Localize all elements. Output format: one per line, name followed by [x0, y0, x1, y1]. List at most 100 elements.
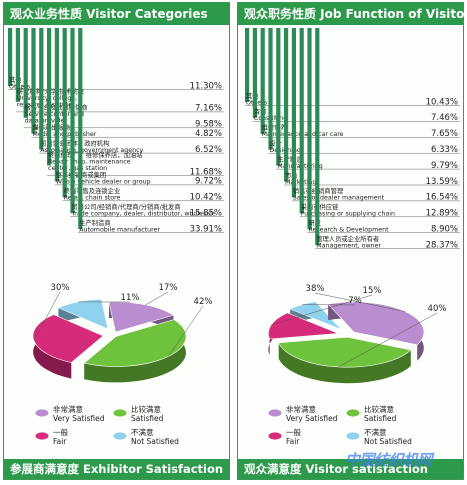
categories-bar-9	[70, 28, 75, 214]
exhibitor-pie-legend-en-2: Satisfied	[131, 414, 164, 423]
categories-label-6-2: Repair shop, maintenance	[48, 159, 131, 166]
job-bar-1	[245, 28, 250, 102]
job-label-10-1: 管理人员或企业所有者	[316, 234, 379, 243]
job-bar-8	[299, 28, 304, 214]
job-value-10: 28.37%	[426, 240, 458, 250]
job-label-10-2: Management, owner	[316, 242, 381, 249]
visitor-pie-legend-cn-2: 比较满意	[364, 404, 394, 414]
exhibitor-pie-legend-cn-4: 不满意	[131, 427, 154, 437]
categories-label-9-1: 贸易公司/经销商/代理商/分销商/批发商	[71, 202, 180, 211]
job-bar-2	[252, 28, 257, 118]
categories-label-4-1: 媒体及出版商	[32, 123, 70, 132]
visitor-pie-leader-1	[314, 292, 405, 312]
exhibitor-pie-legend-swatch-2	[113, 409, 127, 417]
visitor-pie-pct-4: 7%	[348, 296, 362, 306]
visitor-pie-legend-en-1: Very Satisfied	[286, 414, 338, 423]
visitor-pie-slice-2	[278, 336, 412, 368]
visitor-pie-legend-swatch-1	[268, 409, 282, 417]
categories-bar-5	[39, 28, 44, 150]
visitor-satisfaction-title: 观众满意度 Visitor satisfaction	[238, 459, 463, 479]
exhibitor-pie-legend-cn-3: 一般	[53, 427, 68, 437]
exhibitor-pie-legend-en-4: Not Satisfied	[131, 437, 179, 446]
job-value-1: 10.43%	[426, 97, 458, 107]
visitor-pie-legend-swatch-3	[268, 432, 282, 440]
job-value-4: 6.33%	[431, 145, 458, 155]
categories-bar-4	[31, 28, 36, 134]
categories-label-5-2: Association, government agency	[40, 147, 143, 154]
visitor-pie-legend-swatch-2	[346, 409, 360, 417]
job-bar-7	[291, 28, 296, 198]
job-bar-9	[307, 28, 312, 230]
categories-value-3: 9.58%	[195, 120, 222, 130]
categories-label-7-2: Whole vehicle dealer or group	[56, 179, 151, 186]
job-bar-3	[260, 28, 265, 134]
categories-value-7: 9.72%	[195, 177, 222, 187]
categories-bar-3	[23, 28, 28, 118]
categories-bar-10	[78, 28, 83, 230]
categories-label-3-2: Service center and	[25, 111, 84, 118]
visitor-pie-slice-side-2	[278, 342, 411, 384]
job-function-title: 观众职务性质 Job Function of Visitor	[238, 3, 467, 25]
exhibitor-pie-leader-3	[33, 291, 61, 341]
categories-label-10-1: 生产制造商	[79, 218, 110, 227]
categories-value-9: 15.85%	[190, 209, 222, 219]
job-bar-6	[284, 28, 289, 182]
job-label-8-2: Purchasing or supplying chain	[301, 211, 395, 218]
exhibitor-pie-pct-2: 42%	[194, 297, 213, 307]
exhibitor-pie-legend-cn-2: 比较满意	[131, 404, 161, 414]
job-value-3: 7.65%	[431, 129, 458, 139]
categories-value-5: 6.52%	[195, 145, 222, 155]
job-label-6-1: 市场	[285, 170, 298, 179]
job-label-3-1: 维修保养	[262, 123, 288, 132]
visitor-pie-pct-2: 40%	[428, 304, 447, 314]
job-label-7-2: Sales or dealer management	[293, 195, 385, 202]
visitor-pie-leader-3	[271, 294, 373, 326]
exhibitor-pie-legend-swatch-1	[35, 409, 49, 417]
categories-label-1-1: 其他	[9, 75, 22, 84]
categories-label-8-2: Retail, chain store	[64, 195, 121, 202]
job-label-5-1: 生产制造	[277, 154, 303, 163]
visitor-pie-slice-3	[268, 312, 339, 340]
job-value-9: 8.90%	[431, 225, 458, 235]
exhibitor-pie-legend-en-1: Very Satisfied	[53, 414, 105, 423]
visitor-pie-legend-cn-4: 不满意	[364, 427, 387, 437]
exhibitor-satisfaction-title: 参展商满意度 Exhibitor Satisfaction	[4, 459, 229, 479]
job-label-9-1: 研发	[308, 218, 321, 227]
exhibitor-pie-pct-1: 17%	[159, 283, 178, 293]
categories-label-5-1: 贸易协会团体、政府机构	[40, 138, 109, 147]
categories-bar-8	[62, 28, 67, 198]
categories-bar-1	[8, 28, 13, 86]
job-value-7: 16.54%	[426, 193, 458, 203]
job-bar-4	[268, 28, 273, 150]
categories-label-8-1: 终端零售及连锁企业	[64, 186, 121, 195]
visitor-pie-legend-cn-1: 非常满意	[286, 404, 316, 414]
visitor-pie-pct-3: 15%	[363, 286, 382, 296]
categories-label-2-3: research institute	[17, 102, 72, 109]
exhibitor-pie-legend-en-3: Fair	[53, 437, 67, 446]
exhibitor-pie-slice-2	[83, 319, 187, 367]
job-value-5: 9.79%	[431, 161, 458, 171]
categories-label-10-2: Automobile manufacturer	[79, 226, 160, 233]
exhibitor-pie-legend-cn-1: 非常满意	[53, 404, 83, 414]
job-label-4-1: 设计	[269, 139, 282, 148]
exhibitor-pie-legend-swatch-3	[35, 432, 49, 440]
visitor-pie-legend-swatch-4	[346, 432, 360, 440]
visitor-pie-legend-cn-3: 一般	[286, 427, 301, 437]
categories-value-4: 4.82%	[195, 129, 222, 139]
visitor-pie-legend-en-2: Satisfied	[364, 414, 397, 423]
categories-label-2-2: University, college,	[17, 95, 77, 102]
visitor-pie-leader-2	[338, 312, 438, 368]
job-label-2-1: 咨询	[254, 107, 267, 116]
categories-value-1: 11.30%	[190, 81, 222, 91]
categories-value-2: 7.16%	[195, 104, 222, 114]
job-value-2: 7.46%	[431, 113, 458, 123]
exhibitor-pie-pct-3: 30%	[51, 283, 70, 293]
categories-bar-7	[54, 28, 59, 182]
visitor-categories-title: 观众业务性质 Visitor Categories	[4, 3, 229, 25]
exhibitor-pie-leader-2	[168, 305, 204, 357]
job-bar-5	[276, 28, 281, 166]
visitor-pie-slice-1	[327, 301, 425, 346]
job-label-9-2: Research & Development	[308, 227, 389, 234]
exhibitor-pie-leader-1	[145, 291, 169, 306]
